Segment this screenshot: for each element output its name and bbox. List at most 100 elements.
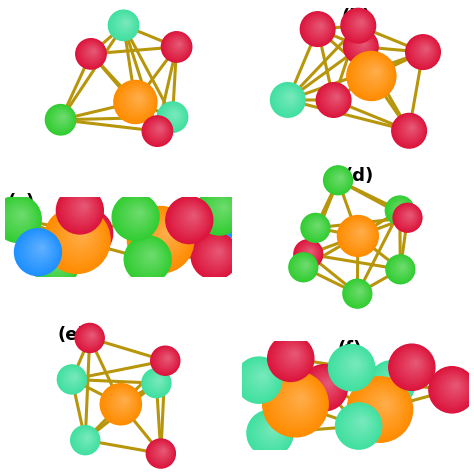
Circle shape [186,204,233,251]
Circle shape [276,381,319,423]
Circle shape [160,128,161,129]
Circle shape [388,198,412,222]
Circle shape [7,204,33,230]
Circle shape [147,119,170,142]
Circle shape [328,382,330,384]
Circle shape [280,89,299,108]
Circle shape [103,385,140,422]
Circle shape [325,167,351,193]
Circle shape [69,212,111,254]
Circle shape [26,236,54,264]
Circle shape [397,203,407,214]
Circle shape [357,19,365,27]
Circle shape [330,170,348,189]
Circle shape [132,207,146,221]
Circle shape [144,117,172,145]
Circle shape [294,353,296,355]
Circle shape [126,88,149,112]
Circle shape [387,373,403,389]
Circle shape [361,41,366,46]
Circle shape [407,356,423,373]
Circle shape [354,17,367,30]
Circle shape [158,102,187,131]
Circle shape [101,384,141,424]
Circle shape [54,110,70,127]
Circle shape [328,91,343,106]
Circle shape [109,10,139,41]
Circle shape [111,391,134,414]
Circle shape [438,373,469,403]
Circle shape [17,210,26,220]
Circle shape [241,361,278,398]
Circle shape [341,407,378,444]
Circle shape [115,393,131,410]
Circle shape [139,211,141,214]
Circle shape [45,248,71,274]
Circle shape [347,12,372,37]
Circle shape [152,443,172,463]
Circle shape [142,116,173,146]
Circle shape [280,344,306,369]
Circle shape [135,94,143,103]
Circle shape [419,44,431,56]
Circle shape [67,223,94,249]
Circle shape [397,263,407,273]
Circle shape [206,217,220,231]
Circle shape [274,85,302,113]
Circle shape [385,372,404,390]
Circle shape [161,229,171,239]
Circle shape [51,108,72,129]
Circle shape [397,206,419,228]
Circle shape [141,247,160,266]
Circle shape [365,63,384,83]
Circle shape [157,379,161,383]
Circle shape [177,42,182,46]
Circle shape [418,43,432,57]
Circle shape [136,243,164,272]
Circle shape [147,251,156,260]
Circle shape [350,224,370,244]
Circle shape [75,323,104,353]
Circle shape [90,333,94,337]
Circle shape [208,244,227,263]
Circle shape [403,121,419,137]
Circle shape [377,366,409,399]
Circle shape [314,373,339,398]
Circle shape [399,264,406,271]
Circle shape [400,352,428,379]
Circle shape [24,235,55,266]
Circle shape [169,36,187,55]
Circle shape [122,200,153,231]
Circle shape [254,415,289,449]
Circle shape [72,197,93,219]
Circle shape [161,104,185,128]
Circle shape [173,201,208,237]
Circle shape [315,21,325,32]
Circle shape [411,359,420,368]
Circle shape [202,214,223,236]
Circle shape [58,257,62,262]
Circle shape [340,406,379,445]
Circle shape [127,238,169,280]
Circle shape [286,93,295,102]
Circle shape [125,202,151,228]
Circle shape [201,239,231,270]
Circle shape [58,365,86,393]
Circle shape [347,222,372,246]
Circle shape [348,223,371,246]
Circle shape [401,264,405,269]
Circle shape [369,391,398,420]
Circle shape [303,365,346,410]
Circle shape [72,426,99,454]
Circle shape [318,24,323,29]
Circle shape [176,42,182,47]
Text: (f): (f) [337,340,362,358]
Circle shape [213,200,232,218]
Circle shape [56,112,69,124]
Circle shape [160,353,173,365]
Circle shape [217,202,229,214]
Circle shape [192,233,237,278]
Circle shape [326,168,351,192]
Circle shape [246,364,275,393]
Circle shape [205,242,228,265]
